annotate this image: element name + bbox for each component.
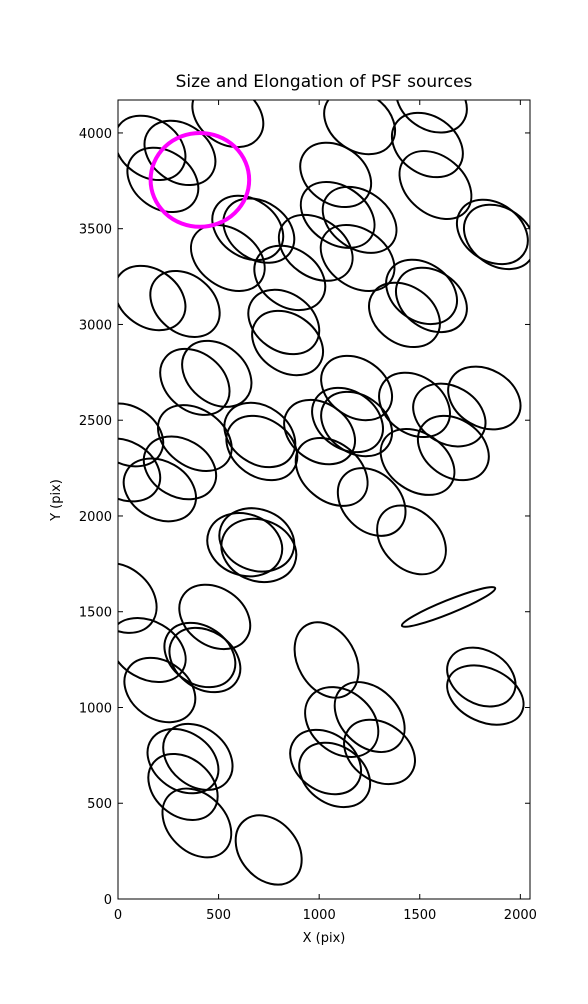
psf-ellipse xyxy=(162,722,234,791)
psf-ellipse xyxy=(299,180,376,249)
psf-ellipse xyxy=(251,309,324,377)
y-tick-label: 3500 xyxy=(79,223,112,238)
psf-ellipse xyxy=(294,436,369,507)
psf-ellipse xyxy=(191,100,265,149)
y-tick-label: 2500 xyxy=(79,414,112,429)
psf-ellipse xyxy=(118,617,187,684)
plot-area xyxy=(118,100,530,886)
psf-ellipse xyxy=(247,288,321,356)
psf-ellipse xyxy=(463,203,530,271)
psf-ellipse xyxy=(333,681,406,754)
psf-ellipse xyxy=(211,194,285,262)
psf-ellipse xyxy=(142,435,218,501)
psf-ellipse xyxy=(123,656,197,724)
x-tick-label: 1000 xyxy=(303,908,336,923)
chart-title: Size and Elongation of PSF sources xyxy=(176,72,473,92)
psf-ellipse xyxy=(391,111,464,179)
psf-ellipse xyxy=(118,114,187,182)
y-tick-label: 4000 xyxy=(79,127,112,142)
psf-ellipse xyxy=(168,626,242,694)
psf-ellipse xyxy=(122,457,197,523)
psf-ellipse xyxy=(319,224,396,292)
psf-ellipse xyxy=(320,390,393,458)
psf-ellipse xyxy=(320,354,393,422)
psf-ellipse xyxy=(293,621,360,699)
y-tick-label: 2000 xyxy=(79,510,112,525)
x-tick-label: 0 xyxy=(114,908,122,923)
psf-ellipse xyxy=(181,339,253,408)
psf-ellipse xyxy=(398,150,473,220)
psf-ellipse xyxy=(343,718,416,786)
y-axis-label: Y (pix) xyxy=(49,479,64,522)
psf-ellipse xyxy=(118,562,158,634)
x-tick-label: 500 xyxy=(206,908,231,923)
psf-ellipse xyxy=(446,664,525,726)
psf-ellipse xyxy=(118,264,187,332)
y-tick-label: 0 xyxy=(104,893,112,908)
psf-ellipse xyxy=(163,621,237,689)
psf-ellipse xyxy=(118,402,165,468)
psf-ellipse xyxy=(146,727,220,795)
x-tick-label: 2000 xyxy=(504,908,537,923)
psf-ellipse xyxy=(298,741,372,809)
psf-ellipse xyxy=(395,266,468,334)
y-tick-label: 1000 xyxy=(79,701,112,716)
psf-ellipse xyxy=(277,213,354,282)
psf-ellipse xyxy=(378,371,451,439)
highlight-circle xyxy=(148,130,252,229)
psf-ellipse xyxy=(218,507,296,573)
psf-ellipse xyxy=(311,386,384,454)
psf-ellipse xyxy=(321,185,398,254)
psf-ellipse xyxy=(336,467,407,537)
plot-frame xyxy=(117,99,531,900)
psf-ellipse xyxy=(447,365,522,431)
psf-ellipse xyxy=(412,382,487,448)
psf-ellipse xyxy=(143,119,217,187)
psf-ellipse xyxy=(149,269,221,338)
x-axis-label: X (pix) xyxy=(303,931,346,946)
psf-ellipse xyxy=(304,686,380,758)
psf-ellipse xyxy=(225,414,299,482)
psf-ellipse xyxy=(126,146,200,214)
psf-ellipse xyxy=(368,281,441,349)
y-tick-label: 500 xyxy=(87,797,112,812)
psf-ellipse xyxy=(253,244,327,312)
psf-ellipse xyxy=(178,583,252,651)
y-tick-label: 1500 xyxy=(79,606,112,621)
x-tick-label: 1500 xyxy=(403,908,436,923)
psf-ellipse xyxy=(416,414,490,482)
psf-ellipse xyxy=(400,586,497,628)
psf-ellipse xyxy=(289,728,362,796)
psf-ellipse xyxy=(118,437,162,503)
psf-ellipse xyxy=(376,504,447,576)
psf-ellipse xyxy=(220,517,298,584)
psf-ellipse xyxy=(189,224,266,292)
y-tick-label: 3000 xyxy=(79,318,112,333)
psf-ellipse xyxy=(223,401,297,469)
psf-ellipse xyxy=(395,100,468,134)
psf-ellipse xyxy=(206,512,284,578)
psf-ellipse xyxy=(234,814,303,886)
psf-ellipse xyxy=(147,752,219,821)
psf-ellipse xyxy=(222,197,296,264)
psf-ellipse xyxy=(446,646,517,708)
